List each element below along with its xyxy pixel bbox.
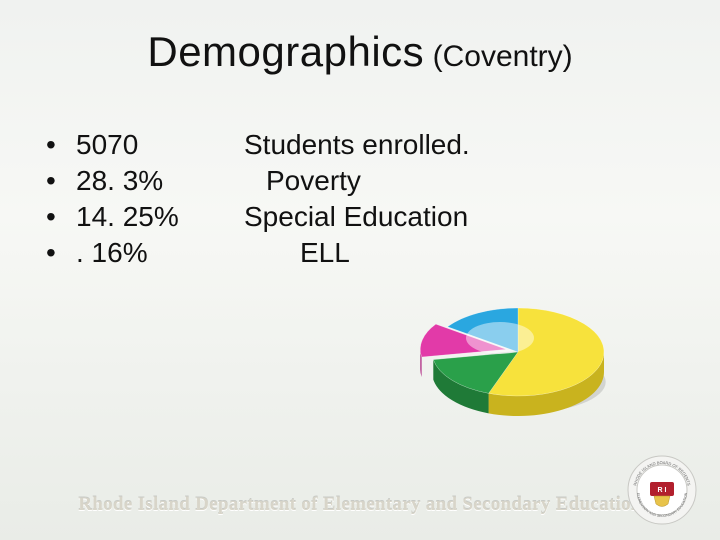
stat-value: 28. 3% bbox=[76, 164, 244, 198]
stat-label: ELL bbox=[244, 236, 646, 270]
bullet-icon: • bbox=[46, 128, 76, 162]
stat-label: Special Education bbox=[244, 200, 646, 234]
seal-logo: RHODE ISLAND BOARD OF REGENTS ELEMENTARY… bbox=[626, 454, 698, 526]
bullet-icon: • bbox=[46, 164, 76, 198]
title-sub: (Coventry) bbox=[433, 40, 573, 73]
stat-label: Students enrolled. bbox=[244, 128, 646, 162]
stat-value: 14. 25% bbox=[76, 200, 244, 234]
pie-chart bbox=[418, 292, 618, 442]
bullet-icon: • bbox=[46, 200, 76, 234]
stat-value: 5070 bbox=[76, 128, 244, 162]
list-item: • 28. 3% Poverty bbox=[46, 164, 646, 198]
title-main: Demographics bbox=[147, 28, 424, 75]
svg-text:R I: R I bbox=[658, 487, 667, 494]
stat-value: . 16% bbox=[76, 236, 244, 270]
bullet-icon: • bbox=[46, 236, 76, 270]
list-item: • 5070 Students enrolled. bbox=[46, 128, 646, 162]
list-item: • . 16% ELL bbox=[46, 236, 646, 270]
footer-text: Rhode Island Department of Elementary an… bbox=[0, 494, 720, 516]
stat-label: Poverty bbox=[244, 164, 646, 198]
list-item: • 14. 25% Special Education bbox=[46, 200, 646, 234]
slide-title: Demographics (Coventry) bbox=[0, 0, 720, 76]
bullet-list: • 5070 Students enrolled. • 28. 3% Pover… bbox=[46, 128, 646, 273]
